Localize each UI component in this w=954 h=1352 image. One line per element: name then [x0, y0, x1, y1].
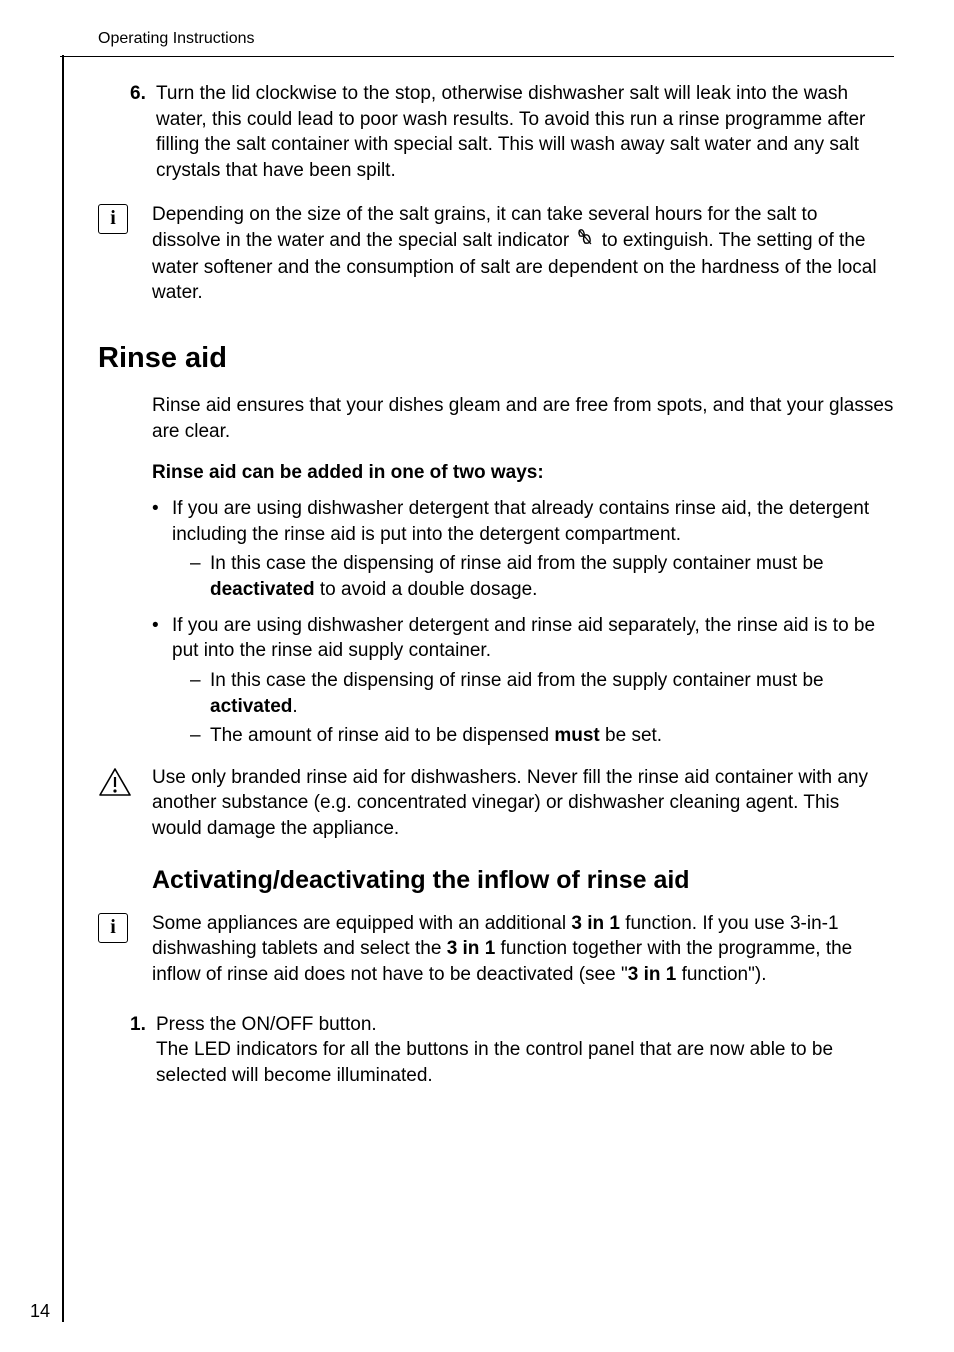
step-1-text: Press the ON/OFF button. The LED indicat… — [156, 1012, 894, 1089]
step-6: 6. Turn the lid clockwise to the stop, o… — [130, 81, 894, 184]
b2-d2-post: be set. — [600, 725, 662, 746]
rinse-intro: Rinse aid ensures that your dishes gleam… — [152, 393, 894, 444]
rinse-ways-heading: Rinse aid can be added in one of two way… — [152, 460, 894, 486]
bullet-detergent-with-rinse: If you are using dishwasher detergent th… — [152, 496, 894, 603]
info-salt-text: Depending on the size of the salt grains… — [152, 202, 894, 307]
step-6-number: 6. — [130, 81, 156, 184]
step-1-number: 1. — [130, 1012, 156, 1089]
warning-text: Use only branded rinse aid for dishwashe… — [152, 765, 894, 842]
i2-b1: 3 in 1 — [571, 913, 620, 934]
i2-b3: 3 in 1 — [628, 964, 677, 985]
page-number: 14 — [30, 1301, 50, 1322]
b1-dash-pre: In this case the dispensing of rinse aid… — [210, 553, 824, 574]
info-icon: i — [98, 204, 128, 234]
b1-dash-bold: deactivated — [210, 579, 315, 600]
rinse-aid-heading: Rinse aid — [98, 342, 894, 375]
info-3in1-text: Some appliances are equipped with an add… — [152, 911, 894, 988]
step-6-text: Turn the lid clockwise to the stop, othe… — [156, 81, 894, 184]
i2-p4: function"). — [676, 964, 766, 985]
bullet2-dash1: In this case the dispensing of rinse aid… — [190, 668, 894, 719]
bullet1-main: If you are using dishwasher detergent th… — [172, 498, 869, 545]
activate-heading: Activating/deactivating the inflow of ri… — [152, 866, 894, 895]
info-icon: i — [98, 913, 128, 943]
step-1: 1. Press the ON/OFF button. The LED indi… — [130, 1012, 894, 1089]
b2-d1-bold: activated — [210, 696, 292, 717]
bullet2-main: If you are using dishwasher detergent an… — [172, 615, 875, 662]
i2-b2: 3 in 1 — [447, 938, 496, 959]
warning-icon — [98, 767, 132, 797]
info-3in1: i Some appliances are equipped with an a… — [98, 911, 894, 988]
salt-indicator-icon — [576, 227, 594, 255]
b2-d1-post: . — [292, 696, 297, 717]
b2-d1-pre: In this case the dispensing of rinse aid… — [210, 670, 824, 691]
i2-p1: Some appliances are equipped with an add… — [152, 913, 571, 934]
vertical-rule — [62, 55, 64, 1322]
b1-dash-post: to avoid a double dosage. — [315, 579, 538, 600]
bullet-separate-rinse: If you are using dishwasher detergent an… — [152, 613, 894, 749]
bullet2-dash2: The amount of rinse aid to be dispensed … — [190, 723, 894, 749]
b2-d2-pre: The amount of rinse aid to be dispensed — [210, 725, 554, 746]
bullet1-dash: In this case the dispensing of rinse aid… — [190, 551, 894, 602]
info-salt-dissolve: i Depending on the size of the salt grai… — [98, 202, 894, 307]
warning-branded-rinse: Use only branded rinse aid for dishwashe… — [98, 765, 894, 842]
page-header: Operating Instructions — [60, 30, 894, 48]
b2-d2-bold: must — [554, 725, 599, 746]
